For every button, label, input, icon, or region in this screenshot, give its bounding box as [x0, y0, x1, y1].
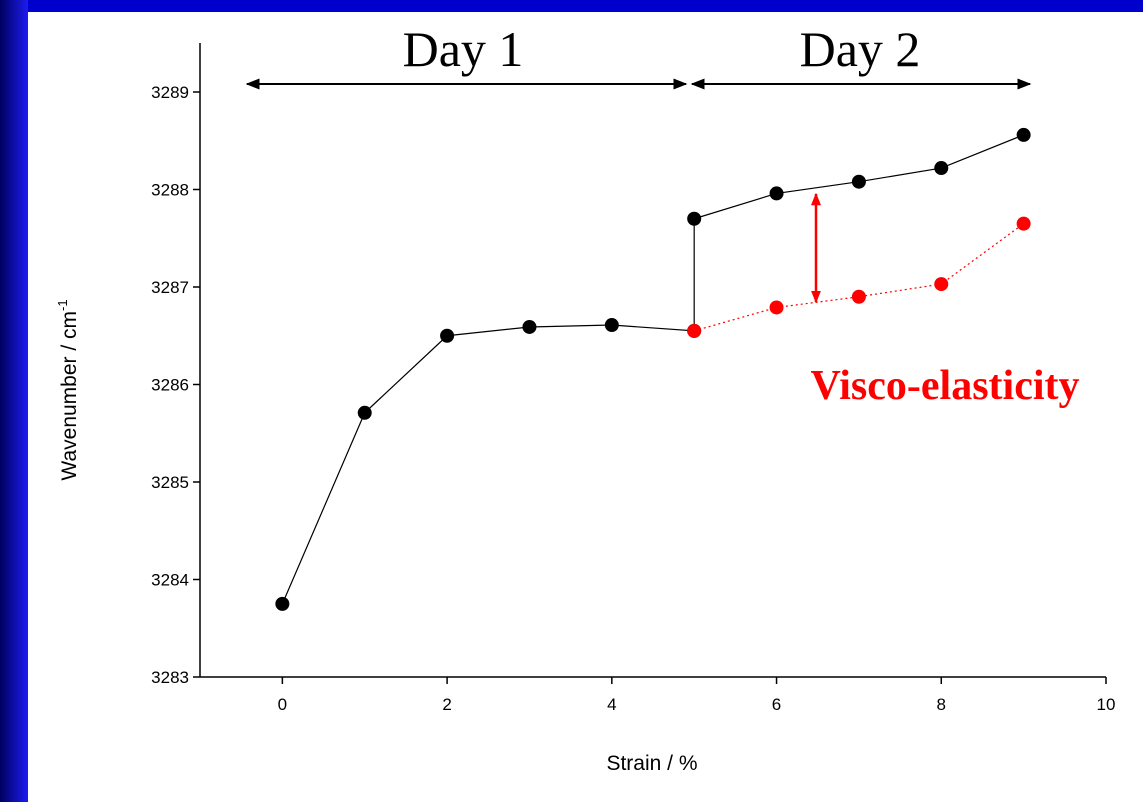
data-point — [934, 277, 949, 292]
y-axis-label-text: Wavenumber / cm — [58, 311, 81, 481]
x-tick-label: 6 — [772, 695, 781, 714]
data-point — [934, 161, 949, 176]
data-point — [769, 300, 784, 315]
y-axis-label-sup: -1 — [55, 299, 70, 311]
x-tick-label: 2 — [442, 695, 451, 714]
y-axis-label: Wavenumber / cm-1 — [55, 299, 81, 480]
data-point — [275, 596, 290, 611]
data-point — [604, 318, 619, 333]
x-tick-label: 8 — [937, 695, 946, 714]
left-border — [0, 0, 28, 802]
data-point — [687, 323, 702, 338]
data-point — [440, 328, 455, 343]
data-point — [769, 186, 784, 201]
series-line — [694, 223, 1024, 332]
y-tick-label: 3287 — [151, 278, 189, 297]
data-point — [687, 211, 702, 226]
x-tick-label: 10 — [1097, 695, 1116, 714]
y-tick-label: 3289 — [151, 83, 189, 102]
annotation: Day 1 — [403, 21, 524, 77]
data-point — [851, 174, 866, 189]
data-point — [851, 289, 866, 304]
y-tick-label: 3286 — [151, 376, 189, 395]
y-tick-label: 3285 — [151, 473, 189, 492]
annotation: Visco-elasticity — [810, 363, 1079, 409]
x-tick-label: 4 — [607, 695, 616, 714]
data-point — [1016, 127, 1031, 142]
annotation: Day 2 — [800, 21, 921, 77]
top-border — [0, 0, 1143, 12]
data-point — [522, 319, 537, 334]
x-axis-label: Strain / % — [606, 752, 697, 775]
y-tick-label: 3288 — [151, 181, 189, 200]
y-tick-label: 3283 — [151, 668, 189, 687]
x-tick-label: 0 — [278, 695, 287, 714]
data-point — [1016, 216, 1031, 231]
y-tick-label: 3284 — [151, 571, 189, 590]
data-point — [357, 405, 372, 420]
